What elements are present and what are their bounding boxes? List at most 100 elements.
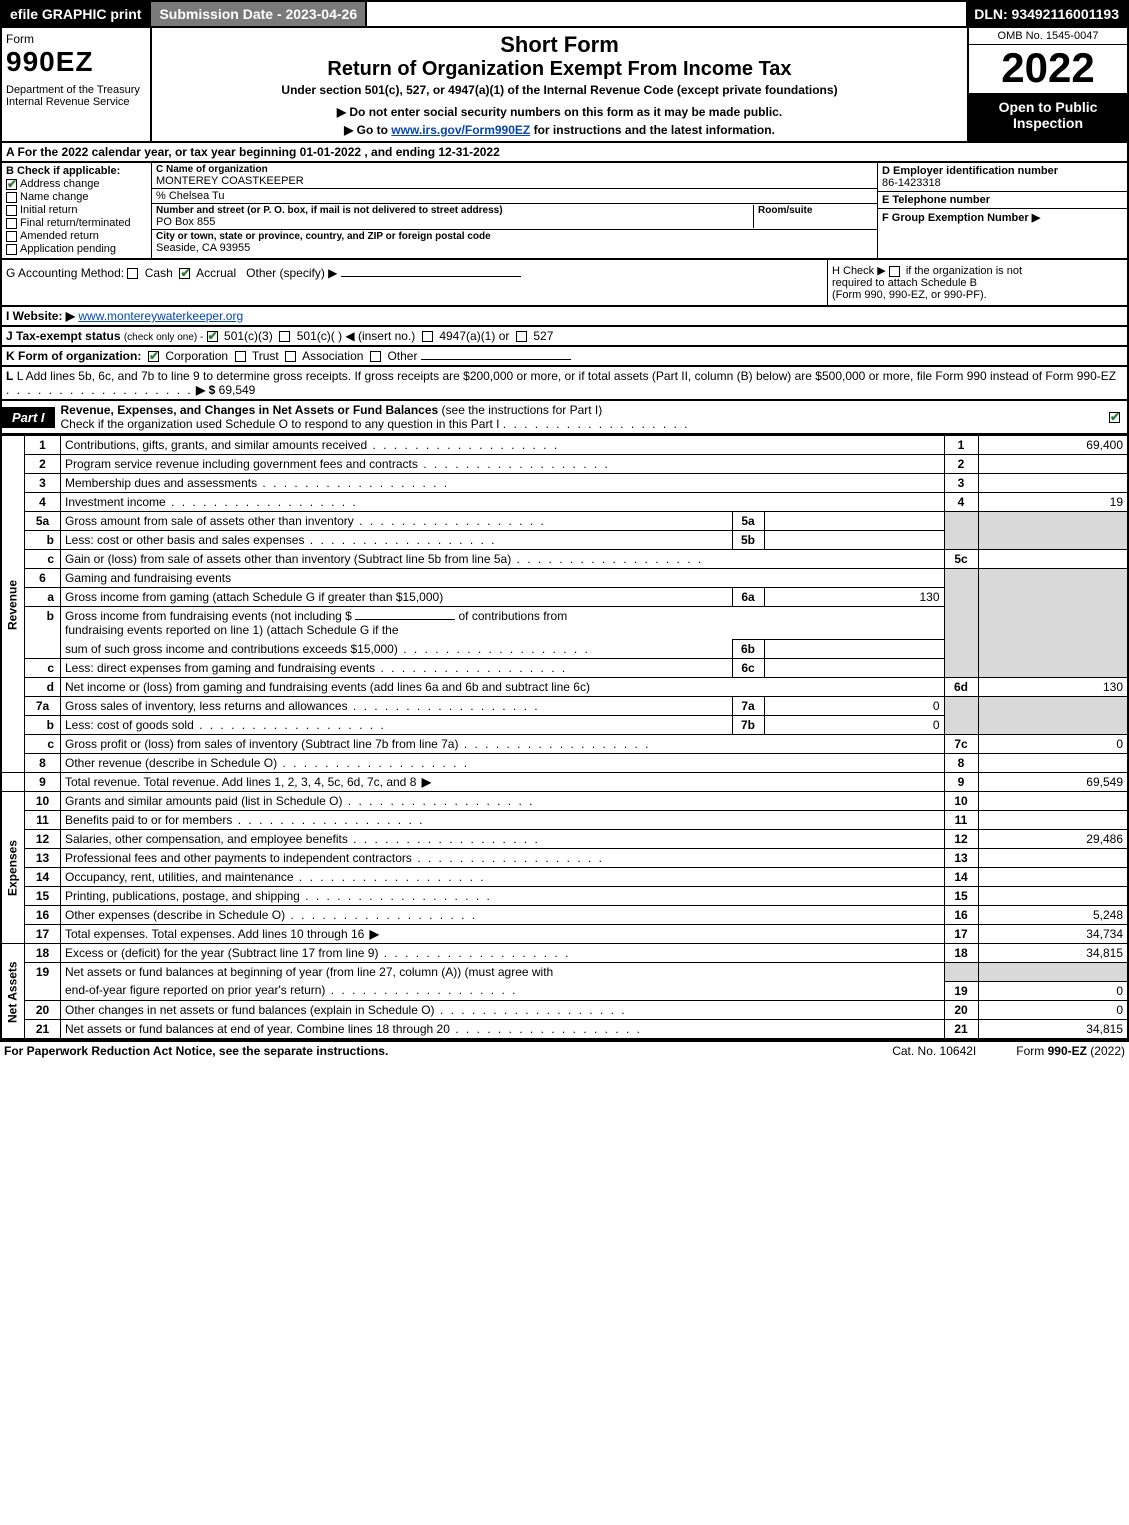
line-ref: 13 (944, 849, 978, 868)
checkbox-icon[interactable] (6, 205, 17, 216)
chk-application-pending[interactable]: Application pending (6, 243, 147, 255)
fr-bold: 990-EZ (1048, 1044, 1087, 1058)
line-ref: 10 (944, 792, 978, 811)
line-5c: c Gain or (loss) from sale of assets oth… (1, 550, 1128, 569)
row-k-form-org: K Form of organization: Corporation Trus… (0, 347, 1129, 367)
h-t3: required to attach Schedule B (832, 277, 977, 289)
col-b: B Check if applicable: Address change Na… (2, 163, 152, 258)
chk-501c[interactable] (279, 331, 290, 342)
chk-assoc[interactable] (285, 351, 296, 362)
d-val: 86-1423318 (882, 177, 1123, 189)
k-lbl: K Form of organization: (6, 349, 141, 363)
line-15: 15 Printing, publications, postage, and … (1, 887, 1128, 906)
c-name-row: C Name of organization MONTEREY COASTKEE… (152, 163, 877, 189)
d-ein: D Employer identification number 86-1423… (878, 163, 1127, 192)
d3: fundraising events reported on line 1) (… (65, 623, 399, 637)
amount: 34,734 (978, 925, 1128, 944)
desc: Excess or (deficit) for the year (Subtra… (65, 946, 570, 960)
footer: For Paperwork Reduction Act Notice, see … (0, 1040, 1129, 1060)
mid-val (764, 512, 944, 531)
shade (944, 569, 978, 678)
k-other-input[interactable] (421, 359, 571, 360)
line-ref: 1 (944, 436, 978, 455)
desc: Gross profit or (loss) from sales of inv… (65, 737, 651, 751)
chk-4947[interactable] (422, 331, 433, 342)
fr-post: (2022) (1087, 1044, 1125, 1058)
f-group: F Group Exemption Number ▶ (878, 209, 1127, 258)
line-2: 2 Program service revenue including gove… (1, 455, 1128, 474)
checkbox-icon[interactable] (6, 192, 17, 203)
line-1: Revenue 1 Contributions, gifts, grants, … (1, 436, 1128, 455)
mid-val: 0 (764, 697, 944, 716)
part-i-checkbox[interactable] (1105, 408, 1127, 426)
amount (978, 868, 1128, 887)
line-ref: 18 (944, 944, 978, 963)
line-ref: 5c (944, 550, 978, 569)
chk-h[interactable] (889, 266, 900, 277)
row-num: 12 (25, 830, 61, 849)
amount: 19 (978, 493, 1128, 512)
chk-address-change[interactable]: Address change (6, 178, 147, 190)
e-lbl: E Telephone number (882, 194, 1123, 206)
spacer (367, 2, 966, 26)
irs-link[interactable]: www.irs.gov/Form990EZ (391, 123, 530, 137)
line-ref: 6d (944, 678, 978, 697)
chk-501c3[interactable] (207, 331, 218, 342)
j-note: (check only one) - (124, 332, 203, 343)
checkbox-icon[interactable] (6, 231, 17, 242)
blank[interactable] (355, 619, 455, 620)
desc: Less: direct expenses from gaming and fu… (65, 661, 567, 675)
desc: Printing, publications, postage, and shi… (65, 889, 492, 903)
chk-initial-return[interactable]: Initial return (6, 204, 147, 216)
mid-lbl: 7b (732, 716, 764, 735)
side-revenue: Revenue (1, 436, 25, 773)
chk-accrual[interactable] (179, 268, 190, 279)
desc: Benefits paid to or for members (65, 813, 424, 827)
row-gh: G Accounting Method: Cash Accrual Other … (0, 260, 1129, 307)
j-b: 501(c)( ) ◀ (insert no.) (297, 329, 416, 343)
row-num: 4 (25, 493, 61, 512)
chk-trust[interactable] (235, 351, 246, 362)
amount (978, 792, 1128, 811)
line-ref: 4 (944, 493, 978, 512)
part-i-check-txt: Check if the organization used Schedule … (61, 417, 500, 431)
amount: 0 (978, 1000, 1128, 1019)
checkbox-icon[interactable] (6, 218, 17, 229)
desc: Gross amount from sale of assets other t… (65, 514, 546, 528)
row-num: 21 (25, 1019, 61, 1039)
other-input[interactable] (341, 276, 521, 277)
line-6d: d Net income or (loss) from gaming and f… (1, 678, 1128, 697)
chk-name-change[interactable]: Name change (6, 191, 147, 203)
checkbox-icon[interactable] (6, 179, 17, 190)
amount (978, 754, 1128, 773)
subtitle: Under section 501(c), 527, or 4947(a)(1)… (158, 83, 961, 97)
c-city-row: City or town, state or province, country… (152, 230, 877, 255)
row-l-gross-receipts: L L Add lines 5b, 6c, and 7b to line 9 t… (0, 367, 1129, 401)
checkbox-icon[interactable] (1109, 412, 1120, 423)
shade (978, 512, 1128, 550)
omb-number: OMB No. 1545-0047 (969, 28, 1127, 45)
header-right: OMB No. 1545-0047 2022 Open to Public In… (967, 28, 1127, 141)
line-ref: 21 (944, 1019, 978, 1039)
chk-final-return[interactable]: Final return/terminated (6, 217, 147, 229)
row-a-calendar-year: A For the 2022 calendar year, or tax yea… (0, 143, 1129, 163)
chk-527[interactable] (516, 331, 527, 342)
l-text: L Add lines 5b, 6c, and 7b to line 9 to … (17, 369, 1116, 383)
dept: Department of the Treasury Internal Reve… (6, 84, 146, 108)
website-link[interactable]: www.montereywaterkeeper.org (78, 309, 243, 323)
efile-button[interactable]: efile GRAPHIC print (2, 2, 149, 26)
line-ref: 2 (944, 455, 978, 474)
desc: Gaming and fundraising events (61, 569, 945, 588)
lbl: Final return/terminated (20, 217, 131, 229)
chk-corp[interactable] (148, 351, 159, 362)
chk-other[interactable] (370, 351, 381, 362)
line-3: 3 Membership dues and assessments 3 (1, 474, 1128, 493)
chk-cash[interactable] (127, 268, 138, 279)
line-11: 11 Benefits paid to or for members 11 (1, 811, 1128, 830)
mid-val: 0 (764, 716, 944, 735)
line-6: 6 Gaming and fundraising events (1, 569, 1128, 588)
g-lbl: G Accounting Method: (6, 266, 124, 280)
checkbox-icon[interactable] (6, 244, 17, 255)
top-bar: efile GRAPHIC print Submission Date - 20… (0, 0, 1129, 28)
chk-amended-return[interactable]: Amended return (6, 230, 147, 242)
